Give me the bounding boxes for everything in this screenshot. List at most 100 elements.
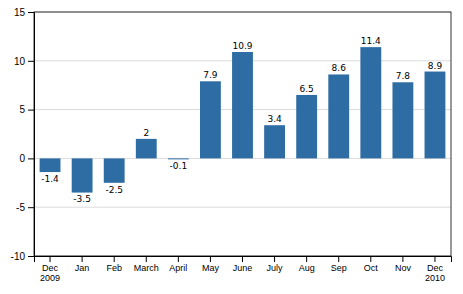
x-tick-label: June: [233, 263, 253, 273]
x-tick-label: April: [169, 263, 187, 273]
data-label: 8.6: [332, 63, 347, 73]
bars: [40, 47, 446, 192]
x-tick-label: Sep: [331, 263, 347, 273]
bar: [264, 125, 285, 158]
bar: [200, 81, 221, 158]
data-label: -2.5: [105, 185, 123, 195]
bar: [425, 72, 446, 159]
x-tick-mark: [210, 256, 211, 262]
y-tick-mark: [28, 158, 34, 159]
x-tick-mark: [306, 256, 307, 262]
x-tick-label-line: March: [134, 263, 159, 273]
x-tick-label-line: May: [202, 263, 220, 273]
x-tick-label-line: April: [169, 263, 187, 273]
x-tick: July: [267, 256, 284, 273]
bar: [40, 158, 61, 172]
bar: [392, 82, 413, 158]
x-tick-label-line: 2010: [425, 273, 445, 283]
x-tick-mark: [274, 256, 275, 262]
y-tick: 5: [19, 104, 34, 115]
chart: -1.4 -3.5 -2.5 2 -0.1 7.9 10.9 3.4 6.5 8.6 11.4 7.8…: [0, 0, 463, 294]
plot-frame: [34, 12, 451, 256]
x-tick-label: Aug: [299, 263, 315, 273]
x-tick-label: Dec2009: [40, 263, 60, 283]
x-tick-label: Jan: [75, 263, 90, 273]
x-tick-label-line: Sep: [331, 263, 347, 273]
x-tick-label-line: Oct: [364, 263, 379, 273]
y-tick: 0: [19, 153, 34, 164]
x-tick: Oct: [364, 256, 379, 273]
x-tick-label-line: Aug: [299, 263, 315, 273]
bar: [72, 158, 93, 192]
bar: [136, 139, 157, 159]
data-labels: -1.4 -3.5 -2.5 2 -0.1 7.9 10.9 3.4 6.5 8.6 11.4 7.8…: [41, 36, 442, 204]
x-tick-label-line: June: [233, 263, 253, 273]
x-tick-label: Feb: [106, 263, 122, 273]
bar: [104, 158, 125, 182]
x-tick: Jan: [75, 256, 90, 273]
y-tick-mark: [28, 256, 34, 257]
x-tick: May: [202, 256, 220, 273]
x-tick-label: March: [134, 263, 159, 273]
x-axis-line: [35, 257, 452, 263]
x-tick-mark: [50, 256, 51, 262]
x-tick-label: July: [267, 263, 284, 273]
bar: [168, 158, 189, 160]
y-axis: -10 -5 0 5 10 15: [11, 7, 35, 262]
x-tick-mark: [370, 256, 371, 262]
x-tick-mark: [178, 256, 179, 262]
data-label: 11.4: [361, 36, 381, 46]
y-tick-label: 15: [14, 7, 26, 18]
y-tick-label: 5: [19, 104, 25, 115]
x-tick: June: [233, 256, 253, 273]
x-tick-label-line: Dec: [42, 263, 59, 273]
y-tick-label: 0: [19, 153, 25, 164]
y-tick-mark: [28, 61, 34, 62]
x-tick: Nov: [395, 256, 412, 273]
data-label: -1.4: [41, 174, 59, 184]
x-tick-label: Nov: [395, 263, 412, 273]
data-label: 6.5: [299, 84, 313, 94]
data-label: 7.8: [396, 71, 411, 81]
bar: [296, 95, 317, 158]
x-tick: March: [134, 256, 159, 273]
x-tick-label-line: July: [267, 263, 284, 273]
y-tick-label: 10: [14, 56, 26, 67]
y-tick: 10: [14, 56, 34, 67]
x-tick-label-line: 2009: [40, 273, 60, 283]
data-label: -0.1: [170, 161, 188, 171]
data-label: 8.9: [428, 61, 443, 71]
y-tick: -5: [16, 202, 34, 213]
grid: [34, 12, 451, 256]
data-label: 2: [143, 128, 149, 138]
x-tick-label: May: [202, 263, 220, 273]
x-tick: Aug: [299, 256, 315, 273]
x-tick-mark: [402, 256, 403, 262]
x-tick-mark: [146, 256, 147, 262]
x-tick-label-line: Jan: [75, 263, 90, 273]
data-label: -3.5: [73, 194, 91, 204]
x-tick: April: [169, 256, 187, 273]
grid-line: [34, 207, 451, 208]
x-tick: Dec2009: [40, 256, 60, 283]
bar: [328, 74, 349, 158]
x-tick-mark: [242, 256, 243, 262]
x-axis: Dec2009 Jan Feb March April May June July Aug Sep…: [35, 256, 452, 283]
bar: [232, 52, 253, 158]
y-tick-mark: [28, 110, 34, 111]
y-tick-label: -5: [16, 202, 25, 213]
x-tick-label: Oct: [364, 263, 379, 273]
data-label: 7.9: [203, 70, 218, 80]
x-tick-mark: [114, 256, 115, 262]
y-tick-label: -10: [11, 251, 26, 262]
y-tick-mark: [28, 207, 34, 208]
x-tick-label-line: Feb: [106, 263, 122, 273]
x-tick: Feb: [106, 256, 122, 273]
data-label: 10.9: [232, 41, 252, 51]
bar: [360, 47, 381, 158]
y-tick-mark: [28, 12, 34, 13]
y-tick: 15: [14, 7, 34, 18]
data-label: 3.4: [267, 114, 282, 124]
x-tick-label: Dec2010: [425, 263, 445, 283]
x-tick-mark: [434, 256, 435, 262]
